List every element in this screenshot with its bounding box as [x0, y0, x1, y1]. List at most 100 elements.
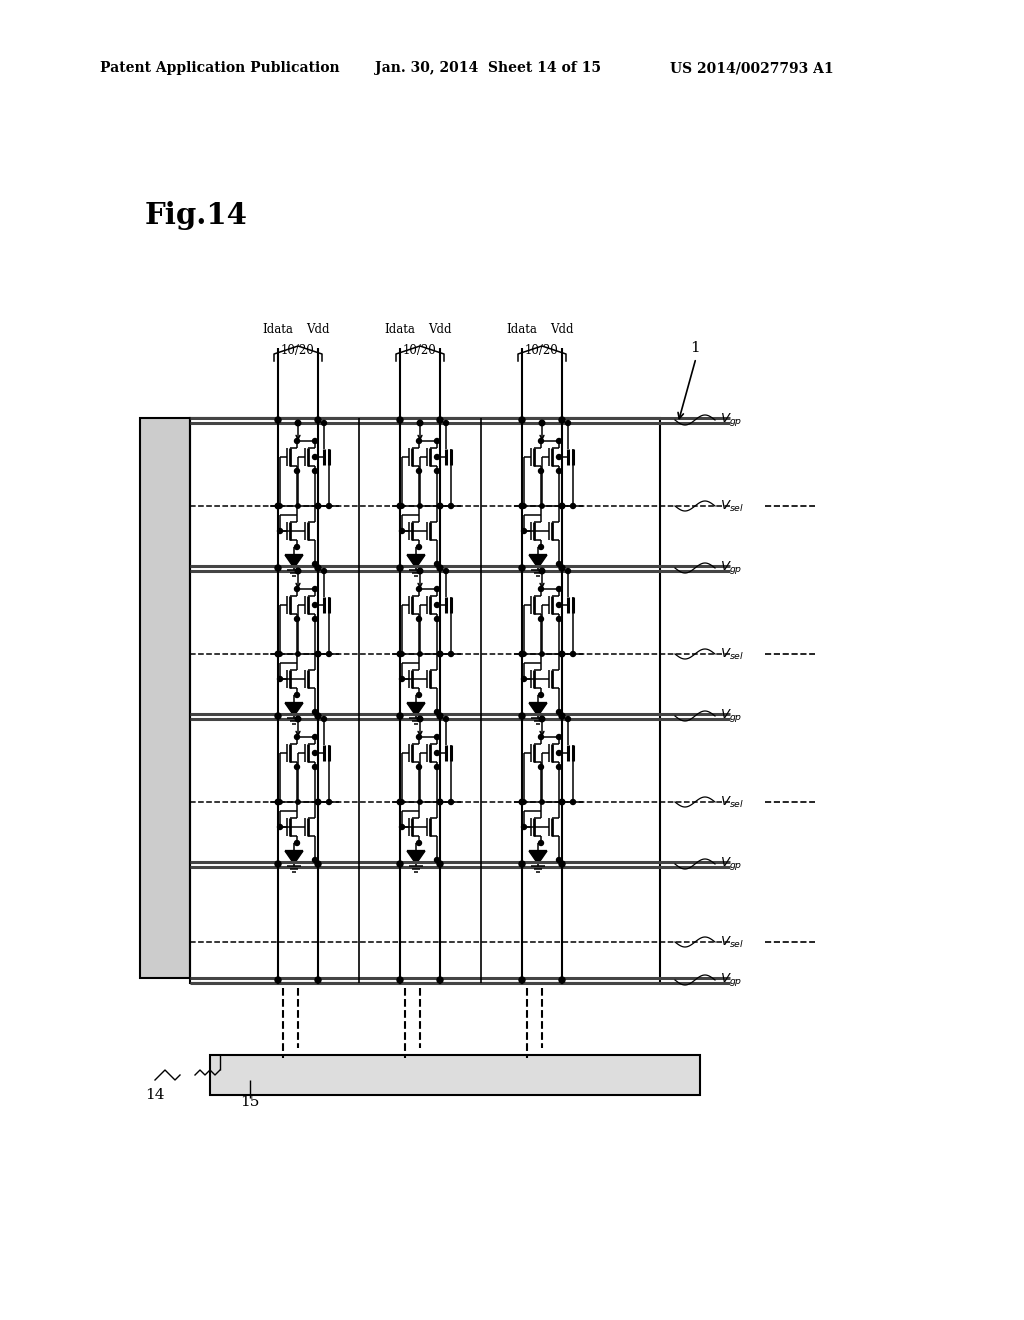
Circle shape — [540, 568, 545, 574]
Circle shape — [434, 616, 439, 622]
Circle shape — [519, 565, 525, 572]
Circle shape — [434, 438, 439, 444]
Text: $V_{sel}$: $V_{sel}$ — [720, 647, 744, 661]
Circle shape — [417, 764, 422, 770]
Circle shape — [397, 861, 403, 867]
Circle shape — [399, 676, 404, 681]
Text: US 2014/0027793 A1: US 2014/0027793 A1 — [670, 61, 834, 75]
Circle shape — [322, 421, 327, 425]
Circle shape — [539, 841, 544, 846]
Circle shape — [399, 825, 404, 829]
Circle shape — [315, 799, 321, 805]
Circle shape — [519, 977, 525, 983]
Text: $V_{sel}$: $V_{sel}$ — [720, 499, 744, 513]
Circle shape — [519, 861, 525, 867]
Circle shape — [556, 561, 561, 566]
Circle shape — [519, 713, 525, 719]
Text: 10/20: 10/20 — [403, 345, 437, 356]
Circle shape — [559, 713, 565, 719]
Circle shape — [539, 764, 544, 770]
Text: $V_{gp}$: $V_{gp}$ — [720, 855, 742, 873]
Circle shape — [570, 652, 575, 656]
Circle shape — [519, 651, 524, 657]
Circle shape — [315, 417, 321, 422]
Text: $V_{gp}$: $V_{gp}$ — [720, 412, 742, 429]
Circle shape — [315, 503, 321, 508]
Circle shape — [295, 734, 299, 739]
Circle shape — [399, 652, 404, 656]
Circle shape — [397, 977, 403, 983]
Circle shape — [397, 651, 402, 657]
Text: Jan. 30, 2014  Sheet 14 of 15: Jan. 30, 2014 Sheet 14 of 15 — [375, 61, 601, 75]
Circle shape — [559, 565, 565, 572]
Circle shape — [565, 569, 570, 573]
Circle shape — [417, 734, 422, 739]
Circle shape — [443, 421, 449, 425]
Text: 10/20: 10/20 — [282, 345, 314, 356]
Circle shape — [295, 420, 301, 426]
Circle shape — [295, 764, 299, 770]
Circle shape — [417, 717, 423, 722]
Circle shape — [449, 652, 454, 656]
Circle shape — [570, 800, 575, 804]
Circle shape — [312, 561, 317, 566]
Circle shape — [417, 586, 422, 591]
Circle shape — [559, 503, 565, 508]
Text: Vdd: Vdd — [550, 323, 573, 337]
Circle shape — [275, 861, 281, 867]
Circle shape — [539, 616, 544, 622]
Circle shape — [312, 710, 317, 714]
Circle shape — [540, 717, 545, 722]
Circle shape — [312, 764, 317, 770]
Circle shape — [417, 616, 422, 622]
Polygon shape — [285, 851, 303, 865]
Circle shape — [539, 544, 544, 549]
Circle shape — [296, 800, 300, 804]
Circle shape — [556, 751, 561, 755]
Circle shape — [434, 751, 439, 755]
Circle shape — [295, 438, 299, 444]
Circle shape — [434, 602, 439, 607]
Text: 10/20: 10/20 — [525, 345, 559, 356]
Text: $V_{sel}$: $V_{sel}$ — [720, 795, 744, 809]
Circle shape — [312, 751, 317, 755]
Circle shape — [519, 417, 525, 422]
Circle shape — [275, 651, 281, 657]
Text: Vdd: Vdd — [428, 323, 452, 337]
Circle shape — [521, 676, 526, 681]
Circle shape — [327, 503, 332, 508]
Text: Idata: Idata — [507, 323, 538, 337]
Circle shape — [556, 764, 561, 770]
Circle shape — [295, 841, 299, 846]
Circle shape — [399, 800, 404, 804]
Circle shape — [275, 977, 281, 983]
Circle shape — [556, 586, 561, 591]
Circle shape — [312, 469, 317, 474]
Circle shape — [417, 544, 422, 549]
Circle shape — [443, 569, 449, 573]
Polygon shape — [407, 554, 425, 568]
Circle shape — [275, 713, 281, 719]
Circle shape — [312, 734, 317, 739]
Circle shape — [417, 469, 422, 474]
Circle shape — [417, 568, 423, 574]
Circle shape — [322, 717, 327, 722]
Circle shape — [522, 504, 526, 508]
Circle shape — [556, 438, 561, 444]
Circle shape — [295, 717, 301, 722]
Circle shape — [397, 417, 403, 422]
Circle shape — [556, 734, 561, 739]
Circle shape — [295, 469, 299, 474]
Circle shape — [417, 420, 423, 426]
Circle shape — [434, 469, 439, 474]
Circle shape — [327, 652, 332, 656]
Circle shape — [434, 561, 439, 566]
Circle shape — [397, 565, 403, 572]
Circle shape — [521, 825, 526, 829]
Circle shape — [315, 565, 321, 572]
Circle shape — [556, 469, 561, 474]
Circle shape — [556, 616, 561, 622]
Text: 15: 15 — [241, 1096, 260, 1109]
Circle shape — [556, 710, 561, 714]
Circle shape — [315, 713, 321, 719]
